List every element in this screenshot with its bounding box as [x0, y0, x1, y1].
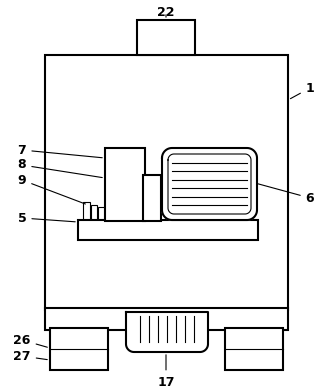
- Text: 6: 6: [258, 184, 314, 204]
- Text: 17: 17: [157, 355, 175, 389]
- Bar: [126, 312, 208, 344]
- Text: 9: 9: [18, 174, 85, 204]
- Text: 7: 7: [18, 143, 102, 158]
- Bar: [45, 308, 288, 330]
- Text: 5: 5: [18, 212, 75, 224]
- Text: 8: 8: [18, 158, 102, 178]
- Text: 27: 27: [13, 350, 47, 362]
- Bar: [137, 20, 195, 55]
- Text: 26: 26: [13, 334, 47, 347]
- Bar: [143, 175, 161, 221]
- Bar: [45, 55, 288, 310]
- Bar: [225, 328, 283, 370]
- Polygon shape: [162, 148, 257, 220]
- Bar: [98, 207, 104, 219]
- Bar: [50, 328, 108, 370]
- Bar: [105, 148, 145, 221]
- Bar: [91, 205, 97, 219]
- Bar: [78, 220, 258, 240]
- Text: 1: 1: [290, 81, 314, 99]
- Bar: [134, 344, 200, 352]
- Bar: [83, 202, 90, 219]
- Text: 22: 22: [157, 5, 175, 18]
